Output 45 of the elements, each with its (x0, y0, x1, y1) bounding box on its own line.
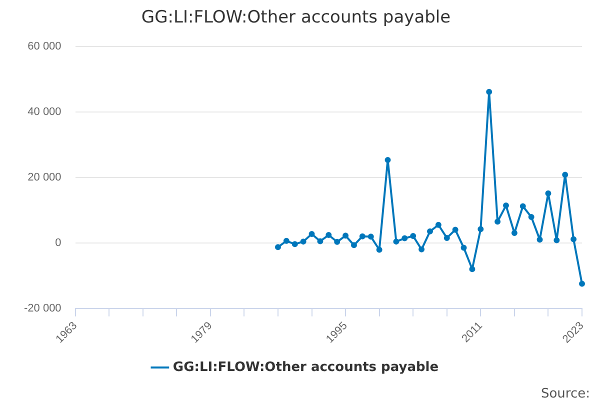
point (359, 233, 366, 240)
y-tick-label: 20 000 (28, 171, 62, 184)
y-tick-label: 0 (55, 236, 62, 249)
point (334, 238, 340, 245)
point (494, 218, 501, 225)
point (300, 238, 306, 245)
point (402, 235, 408, 242)
point (478, 226, 484, 232)
point (368, 234, 374, 240)
point (274, 244, 281, 250)
source-note: Source: (540, 386, 590, 400)
legend-label: GG:LI:FLOW:Other accounts payable (172, 360, 439, 375)
point (520, 203, 526, 210)
point (393, 238, 400, 245)
point (579, 280, 585, 287)
point (469, 266, 476, 272)
point (570, 236, 577, 242)
point (528, 214, 534, 220)
point (342, 232, 349, 239)
chart-title: GG:LI:FLOW:Other accounts payable (141, 8, 451, 28)
point (292, 241, 298, 248)
point (562, 172, 568, 178)
point (444, 234, 450, 241)
point (410, 232, 416, 239)
point (283, 238, 290, 244)
y-tick-label: 40 000 (28, 106, 62, 118)
y-tick-label: 60 000 (28, 40, 62, 52)
point (426, 228, 433, 234)
point (435, 222, 442, 228)
point (418, 246, 425, 252)
point (376, 246, 382, 253)
point (554, 237, 560, 244)
point (460, 244, 467, 251)
point (486, 88, 492, 95)
point (384, 157, 391, 164)
point (536, 236, 543, 243)
point (545, 190, 552, 196)
point (452, 226, 458, 233)
point (511, 230, 518, 236)
point (308, 231, 315, 238)
point (326, 232, 332, 238)
point (502, 202, 509, 209)
point (317, 238, 324, 244)
y-tick-label: -20 000 (24, 302, 62, 314)
point (350, 242, 357, 248)
